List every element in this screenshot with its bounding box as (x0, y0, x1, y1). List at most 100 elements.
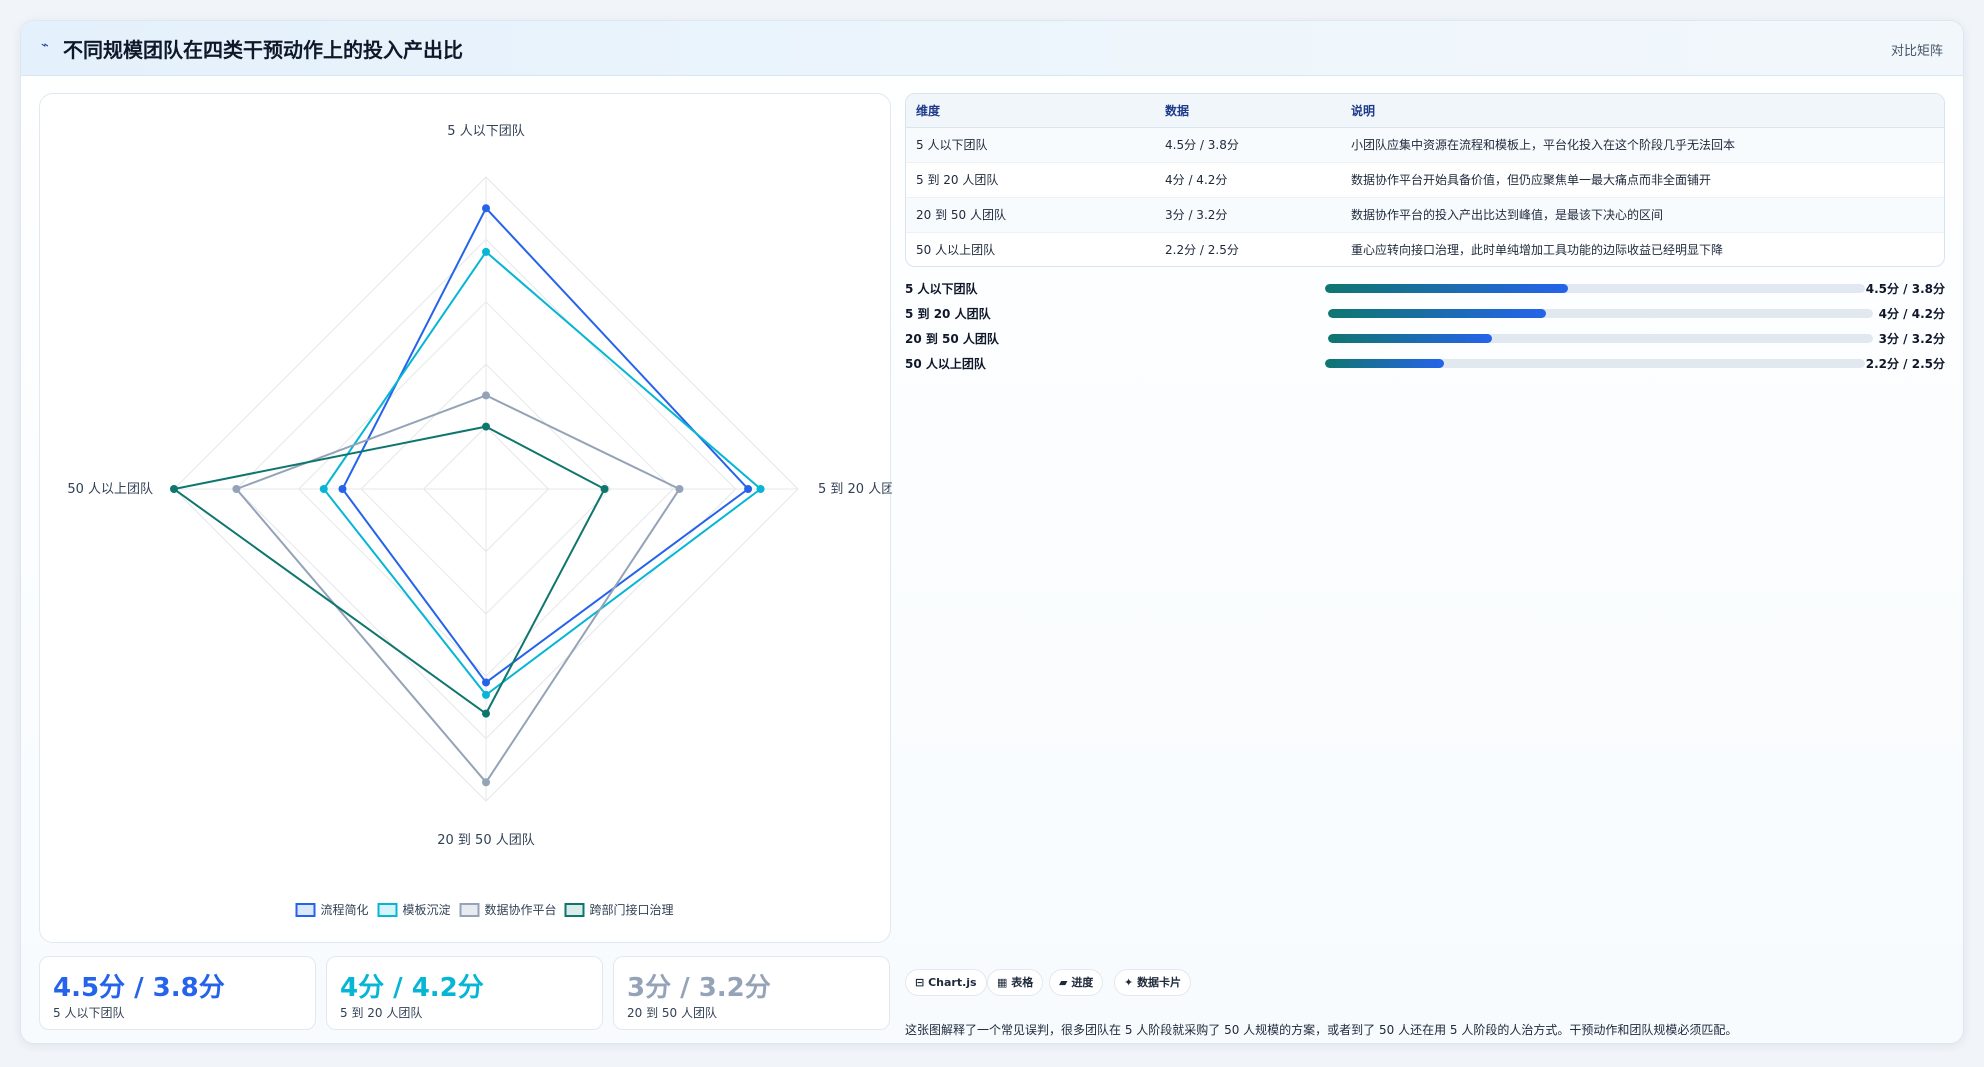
data-point (482, 204, 490, 213)
progress-value: 4.5分 / 3.8分 (1865, 282, 1945, 296)
stat-card-2: 4分 / 4.2分 5 到 20 人团队 (326, 956, 603, 1030)
progress-value: 2.2分 / 2.5分 (1865, 357, 1945, 371)
progress-value: 4分 / 4.2分 (1878, 307, 1945, 321)
card-icon: ✦ (1124, 976, 1134, 989)
table-cell: 50 人以上团队 (916, 243, 996, 258)
data-point (319, 485, 328, 493)
stat-value: 4.5分 / 3.8分 (53, 973, 225, 1003)
table-icon: ▦ (997, 976, 1008, 989)
chip-label: 表格 (1011, 976, 1034, 989)
stat-value: 4分 / 4.2分 (340, 973, 484, 1003)
progress-label: 50 人以上团队 (905, 357, 986, 371)
stat-card-1: 4.5分 / 3.8分 5 人以下团队 (39, 956, 316, 1030)
data-point (482, 778, 490, 787)
legend-label: 模板沉淀 (403, 903, 451, 917)
data-table: 维度 数据 说明 5 人以下团队 4.5分 / 3.8分 小团队应集中资源在流程… (905, 93, 1945, 267)
legend-swatch (377, 903, 398, 917)
progress-fill (1325, 359, 1444, 368)
progress-list: 5 人以下团队 4.5分 / 3.8分 5 到 20 人团队 4分 / 4.2分… (905, 276, 1945, 376)
stat-value: 3分 / 3.2分 (627, 973, 771, 1003)
legend-label: 跨部门接口治理 (590, 902, 674, 917)
table-cell: 3分 / 3.2分 (1155, 197, 1341, 233)
series-line (234, 394, 681, 784)
table-row: 50 人以上团队 2.2分 / 2.5分 重心应转向接口治理，此时单纯增加工具功… (906, 232, 1944, 266)
progress-label: 20 到 50 人团队 (905, 332, 999, 346)
chip-table[interactable]: ▦ 表格 (987, 969, 1044, 996)
chart-icon: ⊟ (915, 976, 925, 989)
progress-row: 5 到 20 人团队 4分 / 4.2分 (905, 301, 1945, 326)
legend-swatch (459, 903, 480, 917)
data-point (744, 485, 753, 493)
progress-fill (1328, 334, 1492, 343)
data-point (482, 678, 490, 687)
table-row: 5 人以下团队 4.5分 / 3.8分 小团队应集中资源在流程和模板上，平台化投… (906, 127, 1944, 163)
data-point (232, 485, 241, 493)
data-point (756, 485, 765, 493)
table-cell: 重心应转向接口治理，此时单纯增加工具功能的边际收益已经明显下降 (1351, 243, 1724, 258)
footnote: 这张图解释了一个常见误判，很多团队在 5 人阶段就采购了 50 人规模的方案，或… (905, 1023, 1738, 1037)
radar-chart-panel: 5 人以下团队 5 到 20 人团队 20 到 50 人团队 50 人以上团队流程简化… (39, 93, 892, 943)
table-cell: 小团队应集中资源在流程和模板上，平台化投入在这个阶段几乎无法回本 (1341, 127, 1944, 163)
chip-data-card[interactable]: ✦ 数据卡片 (1114, 969, 1192, 996)
table-row: 20 到 50 人团队 3分 / 3.2分 数据协作平台的投入产出比达到峰值，是… (906, 197, 1944, 233)
data-point (600, 485, 609, 493)
legend-swatch (295, 903, 316, 917)
progress-track (1325, 284, 1865, 293)
trend-icon: ⌁ (41, 38, 49, 53)
stat-label: 5 人以下团队 (53, 1006, 125, 1020)
table-header-row: 维度 数据 说明 (906, 94, 1944, 128)
data-point (170, 485, 178, 493)
series-line (322, 250, 763, 697)
axis-label: 5 到 20 人团队 (818, 482, 892, 497)
table-cell: 数据协作平台开始具备价值，但仍应聚焦单一最大痛点而非全面铺开 (1341, 162, 1944, 198)
axis-label: 20 到 50 人团队 (437, 833, 534, 848)
chip-label: Chart.js (928, 976, 977, 989)
progress-row: 20 到 50 人团队 3分 / 3.2分 (905, 326, 1945, 351)
report-card: ⌁ 不同规模团队在四类干预动作上的投入产出比 对比矩阵 5 人以下团队 5 到 2… (20, 20, 1964, 1044)
table-cell: 4.5分 / 3.8分 (1155, 127, 1341, 163)
table-cell: 4分 / 4.2分 (1155, 162, 1341, 198)
series-line (341, 206, 750, 684)
table-cell: 20 到 50 人团队 (906, 197, 1155, 233)
stat-card-3: 3分 / 3.2分 20 到 50 人团队 (613, 956, 890, 1030)
table-cell: 2.2分 / 2.5分 (1165, 243, 1239, 258)
progress-row: 5 人以下团队 4.5分 / 3.8分 (905, 276, 1945, 301)
progress-value: 3分 / 3.2分 (1878, 332, 1945, 346)
progress-fill (1325, 284, 1568, 293)
legend-label: 流程简化 (321, 902, 369, 917)
progress-fill (1328, 309, 1546, 318)
table-header-cell: 说明 (1341, 94, 1944, 128)
data-point (675, 485, 684, 493)
data-point (338, 485, 347, 493)
data-point (482, 422, 490, 431)
axis-label: 5 人以下团队 (447, 124, 524, 139)
table-cell: 数据协作平台的投入产出比达到峰值，是最该下决心的区间 (1341, 197, 1944, 233)
view-tag[interactable]: 对比矩阵 (1890, 44, 1943, 59)
data-point (482, 391, 490, 400)
axis-label: 50 人以上团队 (67, 482, 153, 497)
progress-track (1325, 359, 1865, 368)
progress-icon: ▰ (1059, 976, 1068, 989)
progress-track (1328, 334, 1873, 343)
table-cell: 5 人以下团队 (906, 127, 1155, 163)
legend-swatch (564, 903, 585, 917)
progress-track (1328, 309, 1873, 318)
legend-label: 数据协作平台 (485, 902, 557, 917)
data-point (482, 247, 490, 256)
table-row: 5 到 20 人团队 4分 / 4.2分 数据协作平台开始具备价值，但仍应聚焦单… (906, 162, 1944, 198)
progress-row: 50 人以上团队 2.2分 / 2.5分 (905, 351, 1945, 376)
chart-title: 不同规模团队在四类干预动作上的投入产出比 (63, 38, 463, 62)
chip-chartjs[interactable]: ⊟ Chart.js (905, 969, 987, 996)
data-point (482, 709, 490, 718)
data-point (482, 690, 490, 699)
card-header: ⌁ 不同规模团队在四类干预动作上的投入产出比 对比矩阵 (21, 21, 1963, 76)
table-header-cell: 维度 (906, 94, 1155, 128)
table-cell: 5 到 20 人团队 (906, 162, 1155, 198)
series-line (171, 425, 606, 716)
progress-label: 5 到 20 人团队 (905, 307, 991, 321)
chip-label: 数据卡片 (1137, 976, 1182, 989)
stat-label: 5 到 20 人团队 (340, 1006, 423, 1020)
table-header-cell: 数据 (1155, 94, 1341, 128)
chip-progress[interactable]: ▰ 进度 (1049, 969, 1104, 996)
stat-label: 20 到 50 人团队 (627, 1006, 717, 1020)
